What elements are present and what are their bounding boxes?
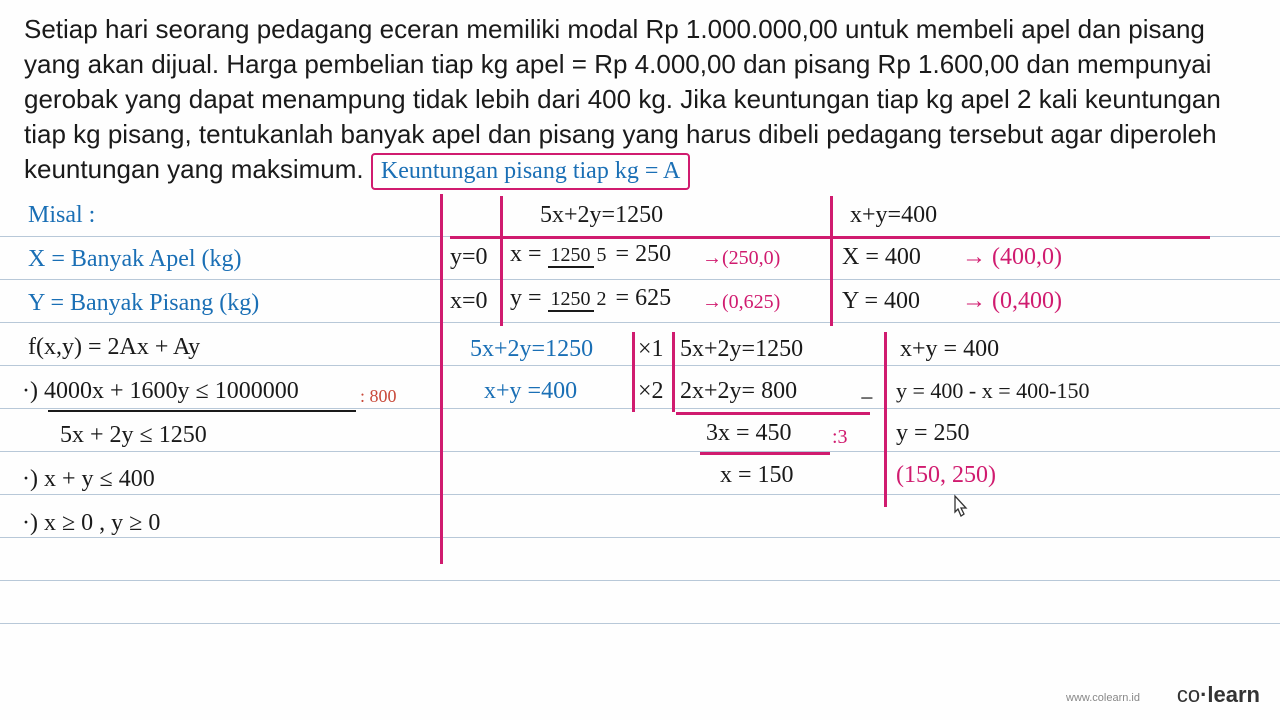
elim-div3: :3: [832, 426, 848, 449]
constraint-1-underline: [48, 410, 356, 412]
main-separator: [440, 194, 443, 564]
x-definition: X = Banyak Apel (kg): [28, 246, 242, 273]
row1-cell1: x = 12505 = 250: [510, 241, 671, 268]
problem-statement: Setiap hari seorang pedagang eceran memi…: [0, 0, 1280, 194]
row2-cell2: Y = 400: [842, 288, 920, 315]
row1-frac-num: 1250: [548, 244, 594, 268]
elim-mult1: ×1: [638, 336, 664, 363]
row2-cell1: y = 12502 = 625: [510, 285, 671, 312]
elim-mult2: ×2: [638, 378, 664, 405]
row1-point1: →(250,0): [702, 247, 780, 270]
constraint-3: ·) x ≥ 0 , y ≥ 0: [22, 510, 160, 537]
elim-eq2-left: x+y =400: [484, 378, 577, 405]
elim-minus: −: [860, 386, 874, 413]
row2-frac-num: 1250: [548, 288, 594, 312]
row2-label: x=0: [450, 288, 488, 315]
elim-vline-left: [632, 332, 635, 412]
constraint-1: ·) 4000x + 1600y ≤ 1000000: [22, 378, 299, 405]
constraint-1-simplified: 5x + 2y ≤ 1250: [60, 422, 207, 449]
subst-separator: [884, 332, 887, 507]
elim-result2: x = 150: [720, 462, 794, 489]
table-vline-2: [830, 196, 833, 326]
logo-learn: learn: [1207, 682, 1260, 707]
elim-vline-right: [672, 332, 675, 412]
row2-frac-den: 2: [594, 288, 610, 310]
row2-y-eq: y =: [510, 285, 542, 311]
footer-logo: co·learn: [1177, 682, 1260, 708]
subst-y2: y = 250: [896, 420, 970, 447]
table-header-eq2: x+y=400: [850, 202, 937, 229]
constraint-2: ·) x + y ≤ 400: [22, 466, 155, 493]
divisor-note: : 800: [360, 386, 397, 407]
cursor-icon: [948, 494, 970, 526]
row1-point2: → (400,0): [962, 244, 1062, 271]
logo-co: co: [1177, 682, 1200, 707]
row1-cell2: X = 400: [842, 244, 921, 271]
elim-underline: [676, 412, 870, 415]
row1-frac-den: 5: [594, 244, 610, 266]
row2-point2: → (0,400): [962, 288, 1062, 315]
misal-label: Misal :: [28, 202, 95, 229]
work-area: Misal : X = Banyak Apel (kg) Y = Banyak …: [0, 194, 1280, 644]
y-definition: Y = Banyak Pisang (kg): [28, 290, 259, 317]
footer-url: www.colearn.id: [1066, 692, 1140, 704]
row1-x-eq: x =: [510, 241, 542, 267]
subst-y1: y = 400 - x = 400-150: [896, 378, 1089, 404]
row1-x-val: = 250: [616, 241, 672, 267]
elim-eq1-right: 5x+2y=1250: [680, 336, 803, 363]
table-header-eq1: 5x+2y=1250: [540, 202, 663, 229]
objective-function: f(x,y) = 2Ax + Ay: [28, 334, 200, 361]
row2-y-val: = 625: [616, 285, 672, 311]
row1-label: y=0: [450, 244, 488, 271]
elim-eq1-left: 5x+2y=1250: [470, 336, 593, 363]
elim-result1: 3x = 450: [706, 420, 792, 447]
elim-result1-underline: [700, 452, 830, 455]
subst-eq: x+y = 400: [900, 336, 999, 363]
elim-eq2-right: 2x+2y= 800: [680, 378, 797, 405]
row2-point1: →(0,625): [702, 291, 780, 314]
table-vline-1: [500, 196, 503, 326]
subst-point: (150, 250): [896, 462, 996, 489]
boxed-annotation: Keuntungan pisang tiap kg = A: [371, 153, 691, 189]
